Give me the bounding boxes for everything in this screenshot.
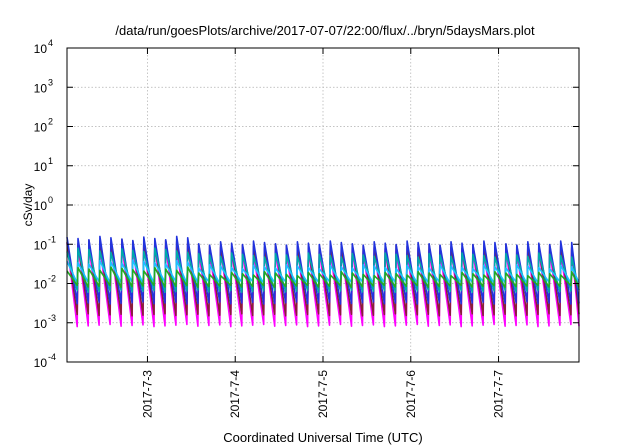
series-line: [66, 266, 580, 289]
y-tick-exponent: 0: [48, 195, 53, 205]
x-axis: 2017-7-3 2017-7-4 2017-7-5 2017-7-6 2017-7-7: [140, 48, 506, 418]
y-tick-exponent: 3: [48, 77, 53, 87]
y-tick-label: 10: [34, 356, 48, 370]
x-tick-label: 2017-7-6: [404, 370, 418, 418]
y-tick-label: 10: [34, 317, 48, 331]
y-tick-exponent: -1: [48, 234, 56, 244]
y-tick-exponent: -2: [48, 274, 56, 284]
y-tick-label: 10: [34, 81, 48, 95]
series-group: [66, 235, 580, 328]
x-tick-label: 2017-7-7: [492, 370, 506, 418]
chart-title: /data/run/goesPlots/archive/2017-07-07/2…: [115, 23, 535, 38]
x-axis-label: Coordinated Universal Time (UTC): [223, 430, 422, 445]
y-tick-label: 10: [34, 238, 48, 252]
y-tick-exponent: -4: [48, 352, 56, 362]
x-tick-label: 2017-7-4: [228, 370, 242, 418]
x-tick-label: 2017-7-3: [140, 370, 154, 418]
x-tick-label: 2017-7-5: [316, 370, 330, 418]
y-tick-label: 10: [34, 121, 48, 135]
y-tick-label: 10: [34, 160, 48, 174]
y-tick-exponent: 4: [48, 38, 53, 48]
y-tick-label: 10: [34, 199, 48, 213]
y-tick-exponent: 2: [48, 117, 53, 127]
y-tick-label: 10: [34, 42, 48, 56]
y-tick-label: 10: [34, 278, 48, 292]
y-tick-exponent: -3: [48, 313, 56, 323]
y-tick-exponent: 1: [48, 156, 53, 166]
y-axis-label: cSv/day: [21, 184, 35, 227]
